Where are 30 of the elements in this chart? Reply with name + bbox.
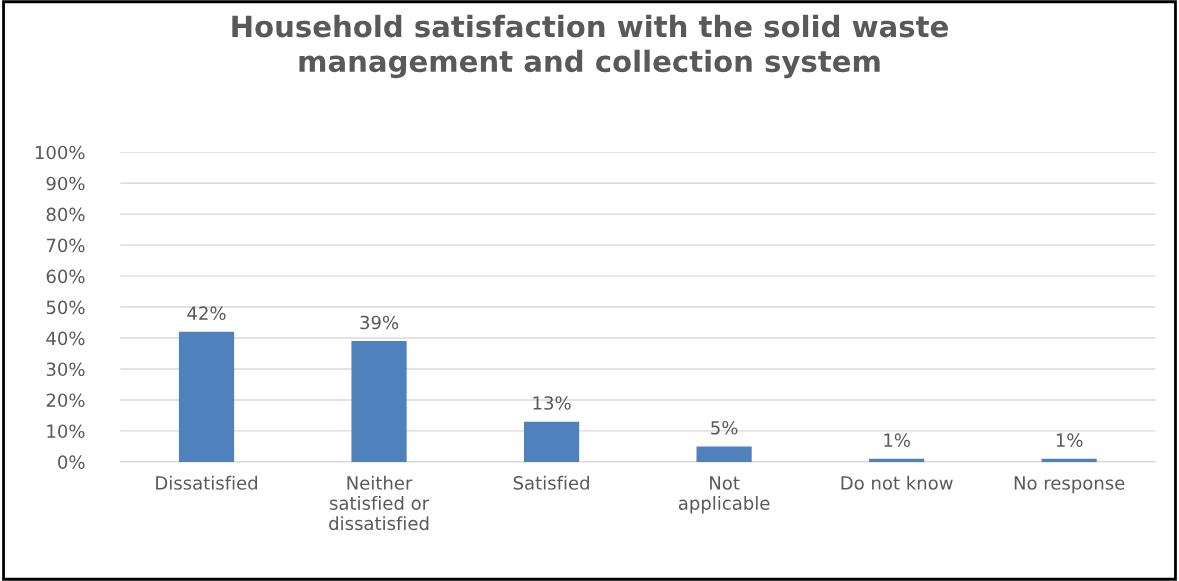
y-tick-label: 80%	[46, 207, 85, 222]
data-label: 5%	[711, 420, 738, 435]
y-tick-label: 50%	[46, 300, 85, 315]
data-label: 13%	[533, 396, 571, 410]
y-tick-label: 90%	[46, 176, 85, 191]
chart-title: Household satisfaction with the solid waste management and collection system	[232, 14, 948, 79]
data-label: 39%	[360, 315, 399, 330]
bar	[869, 458, 925, 462]
x-tick-label: No response	[1014, 476, 1125, 494]
x-tick-label: Satisfied	[513, 475, 589, 490]
data-label: 1%	[1056, 433, 1083, 447]
bar	[1041, 458, 1097, 462]
bar	[696, 446, 752, 462]
y-tick-label: 40%	[46, 331, 85, 346]
x-tick-label: Neither satisfied or dissatisfied	[329, 475, 430, 531]
y-tick-label: 30%	[46, 362, 85, 377]
bar	[351, 341, 407, 462]
x-tick-label: Do not know	[841, 475, 953, 490]
bar	[178, 331, 235, 462]
y-tick-label: 60%	[46, 269, 85, 284]
y-tick-label: 20%	[46, 393, 85, 408]
data-label: 1%	[884, 433, 910, 447]
y-tick-label: 70%	[46, 238, 85, 253]
x-tick-label: Not applicable	[678, 476, 770, 514]
bar	[523, 421, 580, 462]
y-tick-label: 0%	[58, 455, 85, 470]
data-label: 42%	[187, 306, 226, 320]
y-tick-label: 10%	[47, 424, 85, 439]
x-tick-label: Dissatisfied	[156, 475, 257, 490]
y-tick-label: 100%	[35, 145, 85, 160]
